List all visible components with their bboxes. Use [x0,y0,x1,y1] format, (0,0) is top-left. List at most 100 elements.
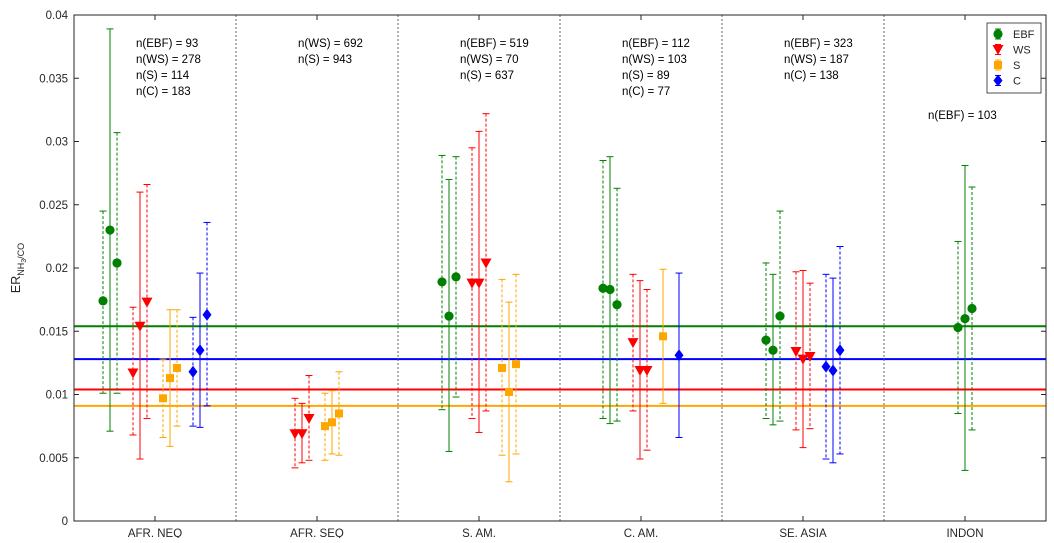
marker-ws [289,429,301,440]
data-point-s-am-ws [473,130,485,433]
annotation-se-asia: n(EBF) = 323 n(WS) = 187 n(C) = 138 [784,38,853,82]
marker-ebf [437,277,447,287]
legend[interactable]: EBF WS SC [986,22,1042,94]
y-tick-label: 0.03 [46,137,68,149]
data-point-c-am-ebf [612,187,622,422]
annotation-line: n(S) = 89 [622,70,670,82]
data-point-afr-seq-ws [303,375,315,461]
annotation-line: n(EBF) = 103 [928,110,997,122]
marker-c [195,344,205,357]
data-point-afr-seq-ws [289,397,301,469]
data-point-se-asia-c [835,245,845,455]
annotation-line: n(EBF) = 519 [460,38,529,50]
marker-ebf [775,311,785,321]
marker-ebf [605,284,615,295]
marker-c [835,344,845,357]
marker-ws [804,352,816,363]
data-point-afr-neq-c [188,316,198,427]
data-point-c-am-ws [627,273,639,412]
marker-ws [473,278,485,289]
data-point-c-am-ebf [598,159,608,420]
data-points [98,28,977,483]
data-point-se-asia-ws [804,282,816,430]
annotation-line: n(S) = 637 [460,70,514,82]
annotation-afr-neq: n(EBF) = 93 n(WS) = 278 n(S) = 114 n(C) = 1… [136,38,201,98]
data-point-s-am-s [505,301,513,483]
data-point-s-am-ws [480,113,492,412]
y-tick-label: 0 [62,516,68,528]
marker-s [159,394,167,403]
marker-c [202,308,212,321]
x-tick-label: C. AM. [624,528,659,538]
legend-label: EBF [1013,29,1035,41]
annotation-c-am: n(EBF) = 112 n(WS) = 103 n(S) = 89 n(C) = 7… [622,38,690,98]
data-point-afr-seq-ws [296,402,308,464]
axes: 0 0.005 0.01 0.015 0.02 0.025 0.03 0.035 0.04 AFR… [9,10,1047,540]
annotation-s-am: n(EBF) = 519 n(WS) = 70 n(S) = 637 [460,38,529,82]
annotation-indon: n(EBF) = 103 [928,110,997,122]
marker-s [512,360,520,369]
legend-label: C [1013,76,1021,88]
annotation-line: n(C) = 77 [622,86,670,98]
data-point-afr-neq-ebf [105,28,115,432]
data-point-afr-neq-s [173,309,181,427]
marker-s [321,422,329,431]
data-point-se-asia-ebf [768,273,778,426]
marker-ebf [953,322,963,333]
data-point-afr-neq-ws [127,306,139,436]
y-label-sub: NH [16,263,26,276]
legend-item-ebf: EBF [993,28,1035,41]
data-point-afr-seq-s [321,392,329,461]
marker-c [828,364,838,377]
x-tick-label: AFR. SEQ [290,528,344,538]
legend-marker [994,61,1002,69]
y-tick-label: 0.025 [39,200,68,212]
data-point-se-asia-c [821,273,831,460]
marker-ebf [598,283,608,293]
data-point-afr-seq-s [328,390,336,455]
marker-ebf [960,314,970,324]
marker-ws [790,346,802,357]
marker-ws [797,354,809,365]
legend-marker [993,29,1003,39]
y-label-sub-suffix: /CO [16,243,26,259]
marker-ws [466,278,478,289]
marker-c [188,365,198,378]
marker-s [335,409,343,418]
marker-s [173,363,181,372]
marker-ws [296,429,308,440]
data-point-se-asia-ebf [761,262,771,420]
data-point-c-am-c [674,272,684,439]
marker-ebf [112,258,122,268]
marker-s [166,374,174,383]
marker-ws [634,365,646,376]
annotation-line: n(EBF) = 112 [622,38,690,50]
x-tick-label: INDON [946,528,983,538]
data-point-s-am-ebf [444,178,454,452]
data-point-afr-neq-ws [141,184,153,420]
data-point-indon-ebf [967,186,977,431]
data-point-s-am-s [512,273,520,455]
marker-ebf [444,311,454,321]
marker-ebf [612,300,622,310]
legend-item-c: C [993,74,1021,88]
y-tick-label: 0.015 [39,326,68,338]
annotation-line: n(WS) = 187 [784,54,849,66]
marker-s [498,363,506,372]
annotation-line: n(C) = 183 [136,86,191,98]
data-point-afr-neq-ebf [112,132,122,394]
marker-ws [134,321,146,332]
x-tick-label: SE. ASIA [779,528,827,538]
data-point-s-am-ws [466,147,478,420]
data-point-se-asia-ws [790,271,802,431]
marker-ws [641,365,653,376]
marker-ebf [105,225,115,235]
legend-item-ws: WS [992,44,1031,57]
category-separators [235,15,885,521]
y-label-main: ER [9,276,23,293]
sample-size-annotations: n(EBF) = 93 n(WS) = 278 n(S) = 114 n(C) = 1… [136,38,997,122]
marker-ws [141,297,153,308]
y-tick-label: 0.01 [46,390,68,402]
data-point-afr-neq-c [195,272,205,428]
data-point-afr-neq-c [202,221,212,407]
